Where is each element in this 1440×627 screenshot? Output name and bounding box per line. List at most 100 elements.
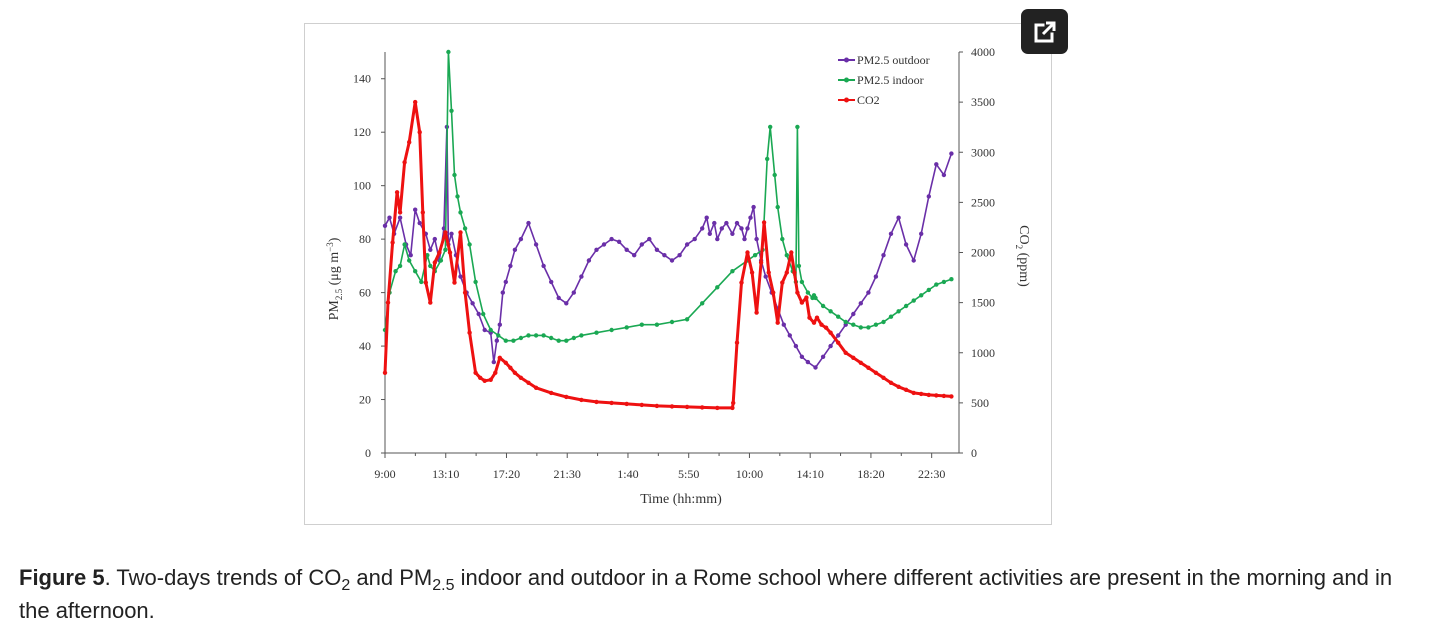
x-tick-label: 18:20 — [857, 467, 884, 481]
y-left-tick-label: 100 — [353, 179, 371, 193]
data-point — [715, 236, 720, 242]
data-point — [754, 310, 759, 315]
data-point — [919, 391, 924, 397]
data-point — [526, 380, 531, 385]
data-point — [446, 49, 451, 55]
data-point — [814, 315, 820, 320]
caption-label: Figure 5 — [19, 565, 105, 590]
legend-marker — [844, 77, 849, 83]
data-point — [497, 322, 502, 327]
data-point — [458, 210, 463, 215]
data-point — [804, 295, 809, 300]
data-point — [526, 220, 531, 226]
data-point — [458, 274, 463, 279]
data-point — [533, 333, 539, 338]
data-point — [387, 215, 392, 220]
data-point — [432, 260, 437, 265]
data-point — [669, 404, 675, 409]
data-point — [518, 236, 524, 242]
data-point — [700, 226, 705, 231]
data-point — [556, 295, 561, 301]
popout-button[interactable] — [1021, 9, 1068, 54]
y-left-tick-label: 20 — [359, 393, 371, 407]
data-point — [503, 279, 508, 285]
data-point — [639, 322, 644, 327]
data-point — [739, 226, 744, 231]
data-point — [420, 210, 425, 215]
data-point — [799, 300, 805, 305]
data-point — [428, 247, 433, 252]
data-point — [752, 253, 758, 258]
data-point — [518, 335, 524, 341]
data-point — [518, 375, 524, 380]
data-point — [541, 333, 546, 338]
data-point — [781, 322, 786, 327]
data-point — [488, 377, 493, 382]
data-point — [766, 270, 771, 275]
data-point — [497, 355, 502, 360]
data-point — [639, 402, 644, 408]
data-point — [819, 322, 824, 327]
data-point — [449, 108, 454, 114]
data-point — [467, 242, 472, 247]
data-point — [452, 280, 457, 285]
data-point — [836, 340, 841, 345]
legend-label: CO2 — [857, 93, 880, 107]
data-point — [458, 230, 463, 235]
data-point — [692, 236, 697, 242]
data-point — [772, 172, 777, 178]
data-point — [813, 295, 818, 301]
data-point — [500, 290, 505, 295]
data-point — [417, 220, 422, 226]
data-point — [787, 333, 792, 338]
y-left-tick-label: 120 — [353, 125, 371, 139]
legend-label: PM2.5 indoor — [857, 73, 924, 87]
data-point — [789, 250, 794, 255]
data-point — [858, 360, 863, 365]
data-point — [425, 253, 430, 258]
data-point — [579, 274, 584, 279]
data-point — [473, 370, 478, 375]
data-point — [449, 231, 454, 236]
data-point — [462, 290, 468, 295]
data-point — [911, 390, 916, 396]
data-point — [828, 330, 833, 335]
data-point — [601, 242, 607, 247]
series-line — [383, 100, 952, 410]
data-point — [549, 279, 554, 285]
data-point — [873, 322, 879, 327]
data-point — [795, 290, 800, 295]
data-point — [385, 300, 391, 305]
y-left-tick-label: 140 — [353, 72, 371, 86]
data-point — [949, 151, 954, 156]
y-right-tick-label: 4000 — [971, 45, 995, 59]
data-point — [780, 280, 785, 285]
data-point — [792, 270, 797, 275]
data-point — [677, 253, 682, 258]
data-point — [805, 359, 811, 365]
data-point — [482, 378, 487, 383]
data-point — [647, 236, 652, 242]
data-point — [382, 223, 388, 228]
data-point — [481, 311, 486, 317]
data-point — [820, 303, 826, 309]
data-point — [754, 236, 759, 242]
data-point — [609, 327, 614, 333]
data-point — [888, 380, 894, 385]
ylabel-left-end: ) — [327, 237, 342, 242]
data-point — [503, 360, 508, 365]
data-point — [919, 293, 924, 298]
data-point — [609, 400, 614, 406]
data-point — [888, 314, 894, 319]
data-point — [616, 239, 622, 244]
data-point — [911, 298, 916, 303]
data-point — [793, 343, 799, 349]
data-point — [397, 210, 403, 215]
data-point — [654, 322, 660, 327]
data-point — [684, 404, 690, 410]
data-point — [503, 338, 508, 343]
data-point — [511, 338, 516, 343]
data-point — [571, 290, 576, 295]
ylabel-left-main: PM — [327, 300, 342, 321]
data-point — [851, 355, 856, 360]
